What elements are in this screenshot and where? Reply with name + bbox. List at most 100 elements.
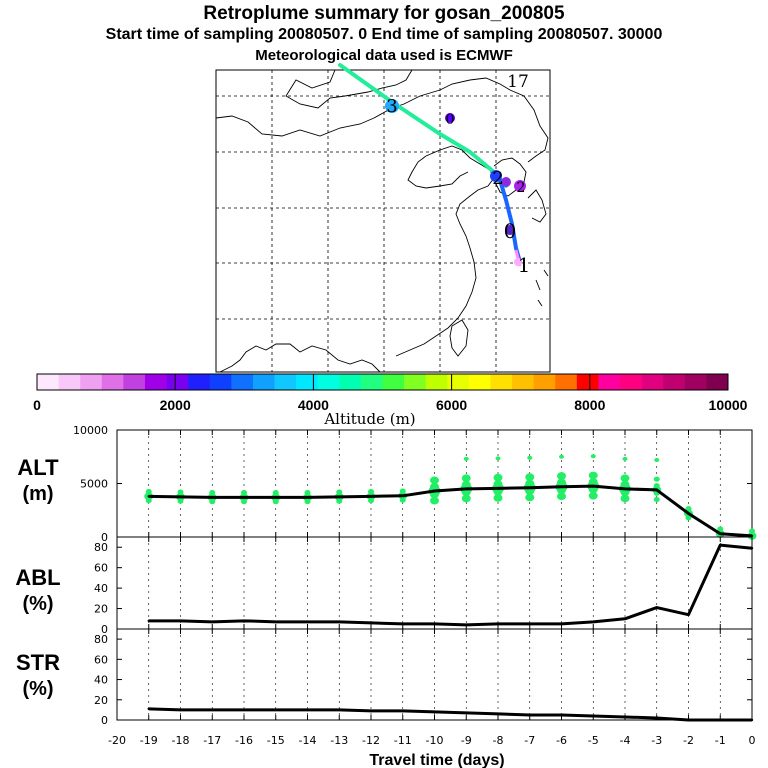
series-point	[338, 708, 341, 712]
map-gridlines	[216, 70, 550, 372]
colorbar-swatch	[58, 374, 81, 390]
series-point	[592, 714, 595, 718]
series-point	[369, 621, 373, 625]
series-point	[179, 495, 182, 499]
y-tick-label: 20	[94, 603, 108, 616]
plume-marker-circle	[505, 225, 515, 235]
colorbar-swatch	[555, 374, 578, 390]
y-tick-label: 20	[94, 694, 108, 707]
colorbar-swatch	[512, 374, 534, 390]
series-point	[687, 718, 690, 722]
plume-marker-label: 0	[446, 112, 455, 128]
colorbar-swatch	[188, 374, 211, 390]
plume-scatter-point	[493, 473, 503, 482]
series-point	[592, 484, 595, 488]
x-tick-label: -16	[235, 734, 253, 747]
colorbar-tick-label: 4000	[298, 397, 329, 413]
russia-border	[509, 89, 549, 163]
colorbar-tick-label: 10000	[709, 397, 748, 413]
colorbar-tick-label: 8000	[574, 397, 605, 413]
southern-border	[219, 343, 381, 373]
map-frame	[215, 69, 551, 373]
plume-scatter-point	[749, 528, 755, 534]
plume-scatter-point	[622, 456, 628, 461]
series-point	[211, 708, 214, 712]
y-tick-label: 40	[94, 674, 108, 687]
plume-scatter-point	[620, 480, 630, 489]
colorbar-swatch	[231, 374, 254, 390]
plume-scatter-point	[525, 493, 535, 502]
colorbar-swatch	[490, 374, 513, 390]
y-tick-label: 80	[94, 633, 108, 646]
colorbar-swatch	[620, 374, 642, 390]
taiwan	[449, 319, 469, 357]
plume-scatter-point	[525, 473, 535, 481]
y-tick-label: 0	[101, 623, 108, 636]
series-point	[242, 496, 246, 499]
x-tick-label: -1	[715, 734, 726, 747]
plume-scatter-point	[493, 494, 503, 502]
series-point	[306, 620, 309, 624]
colorbar-swatch	[382, 374, 405, 390]
plume-scatter-point	[304, 490, 311, 496]
series-point	[719, 718, 722, 722]
timeseries-panels: -20 -19 -18 -17 -16 -15 -14 -13 -12 -11 -10 -9 -8 -7-…	[15, 424, 757, 747]
x-tick-label: -7	[524, 734, 535, 747]
mongolia-border	[285, 69, 413, 109]
series-point	[401, 622, 404, 626]
x-tick-label: -2	[683, 734, 694, 747]
x-tick-label: -4	[620, 734, 631, 747]
plume-scatter-point	[685, 506, 692, 512]
series-point	[433, 710, 436, 714]
china-north-border	[215, 115, 375, 137]
plume-scatter-point	[272, 490, 279, 496]
colorbar-swatch	[296, 374, 319, 390]
colorbar-swatch	[533, 374, 556, 390]
y-tick-label: 60	[94, 653, 108, 666]
colorbar-swatch	[468, 374, 491, 390]
y-tick-label: 60	[94, 562, 108, 575]
plume-scatter-point	[588, 491, 598, 500]
plume-scatter-point	[177, 489, 184, 495]
plume-scatter-point	[557, 492, 566, 501]
plume-scatter-point	[461, 494, 471, 503]
plume-scatter-point	[653, 476, 660, 482]
ryukyu-islands	[535, 269, 549, 307]
bohai-coast	[407, 155, 469, 189]
series-point	[433, 622, 436, 626]
series-point	[274, 620, 277, 624]
colorbar-swatch	[317, 374, 340, 390]
y-axis-label: STR	[16, 650, 60, 675]
plume-scatter-point	[430, 476, 439, 485]
series-point	[274, 496, 277, 499]
colorbar-swatch	[144, 374, 167, 390]
colorbar-swatch	[576, 374, 599, 390]
x-tick-label: 0	[749, 734, 756, 747]
colorbar-swatch	[252, 374, 275, 390]
plume-marker-label: 2	[517, 180, 526, 196]
series-point	[496, 622, 500, 626]
plume-marker-label: 0	[504, 219, 517, 243]
china-coastline	[395, 145, 495, 357]
plume-marker-circle	[385, 99, 399, 113]
series-point	[306, 496, 309, 499]
series-point	[655, 606, 658, 609]
plume-scatter-point	[145, 488, 152, 495]
series-point	[750, 718, 754, 722]
x-tick-label: -8	[493, 734, 504, 747]
chart-title: Retroplume summary for gosan_200805	[203, 3, 565, 24]
series-point	[401, 494, 404, 498]
series-point	[306, 708, 309, 712]
y-axis-label: (%)	[22, 678, 53, 700]
series-point	[242, 619, 246, 623]
meteorological-data-subtitle: Meteorological data used is ECMWF	[255, 47, 513, 64]
plume-marker-circle	[501, 177, 511, 187]
series-point	[719, 543, 722, 547]
mean-series-line	[148, 484, 753, 538]
series-point	[623, 487, 627, 491]
plume-scatter-point	[527, 455, 533, 460]
plume-scatter-point	[590, 454, 596, 459]
plume-markers: 3 0 2 2 0 1	[385, 96, 530, 277]
series-point	[528, 713, 531, 717]
series-point	[147, 619, 150, 623]
